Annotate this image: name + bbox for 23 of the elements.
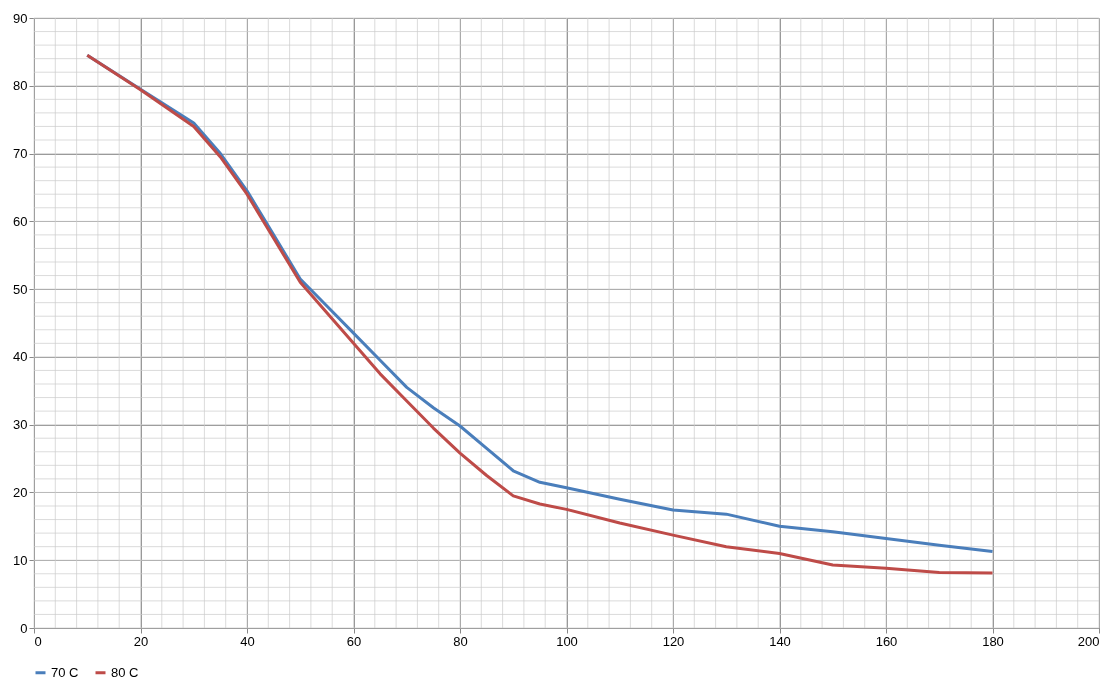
x-tick-label: 140 (769, 633, 791, 649)
x-tick-label: 80 (453, 633, 468, 649)
x-tick-label: 60 (346, 633, 362, 649)
x-tick-label: 180 (982, 633, 1004, 649)
y-tick-label: 70 (13, 146, 28, 162)
x-tick-label: 20 (133, 633, 149, 649)
x-tick-label: 100 (556, 633, 578, 649)
y-tick-label: 10 (13, 552, 28, 568)
legend-label: 80 C (111, 664, 139, 680)
y-tick-label: 50 (13, 281, 28, 297)
y-tick-label: 40 (13, 349, 28, 365)
legend-label: 70 C (51, 664, 79, 680)
y-tick-label: 60 (13, 213, 28, 229)
y-tick-label: 90 (13, 10, 28, 26)
y-tick-label: 30 (13, 417, 28, 433)
y-tick-label: 0 (20, 620, 28, 636)
x-tick-label: 200 (1077, 633, 1100, 649)
x-tick-label: 0 (34, 633, 42, 649)
x-tick-label: 160 (875, 633, 898, 649)
y-tick-label: 80 (13, 78, 28, 94)
y-tick-label: 20 (13, 484, 28, 500)
x-tick-label: 40 (240, 633, 255, 649)
x-tick-label: 120 (662, 633, 685, 649)
